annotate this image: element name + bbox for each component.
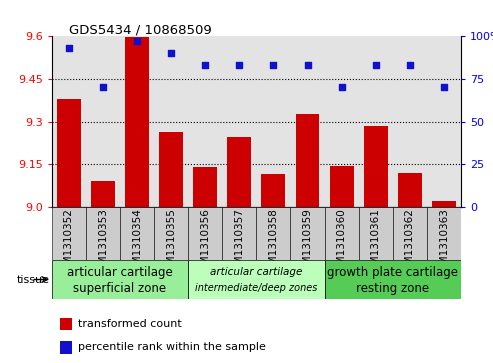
- Bar: [91, 182, 115, 207]
- Text: GSM1310357: GSM1310357: [234, 208, 245, 278]
- Bar: [120, 207, 154, 260]
- Bar: [427, 36, 461, 207]
- Bar: [86, 36, 120, 207]
- Bar: [86, 207, 120, 260]
- Bar: [222, 36, 256, 207]
- Bar: [188, 260, 324, 299]
- Bar: [227, 137, 251, 207]
- Point: [338, 85, 346, 90]
- Bar: [57, 99, 81, 207]
- Point: [372, 62, 380, 68]
- Bar: [159, 131, 183, 207]
- Point: [235, 62, 243, 68]
- Point: [99, 85, 107, 90]
- Bar: [393, 36, 427, 207]
- Text: GSM1310362: GSM1310362: [405, 208, 415, 278]
- Text: tissue: tissue: [17, 274, 50, 285]
- Bar: [188, 36, 222, 207]
- Point: [270, 62, 278, 68]
- Text: GSM1310360: GSM1310360: [337, 208, 347, 278]
- Bar: [256, 36, 290, 207]
- Text: GSM1310356: GSM1310356: [200, 208, 210, 278]
- Point: [406, 62, 414, 68]
- Bar: [188, 207, 222, 260]
- Text: resting zone: resting zone: [356, 282, 429, 295]
- Text: GSM1310354: GSM1310354: [132, 208, 142, 278]
- Point: [304, 62, 312, 68]
- Bar: [393, 207, 427, 260]
- Bar: [324, 207, 358, 260]
- Bar: [290, 36, 324, 207]
- Bar: [52, 207, 86, 260]
- Point: [133, 38, 141, 44]
- Text: superficial zone: superficial zone: [73, 282, 167, 295]
- Bar: [427, 207, 461, 260]
- Bar: [52, 260, 188, 299]
- Point: [201, 62, 209, 68]
- Bar: [358, 207, 393, 260]
- Bar: [154, 207, 188, 260]
- Text: GSM1310361: GSM1310361: [371, 208, 381, 278]
- Text: GSM1310363: GSM1310363: [439, 208, 449, 278]
- Text: GDS5434 / 10868509: GDS5434 / 10868509: [69, 24, 212, 37]
- Text: intermediate/deep zones: intermediate/deep zones: [195, 283, 317, 293]
- Bar: [324, 36, 358, 207]
- Bar: [222, 207, 256, 260]
- Bar: [296, 114, 319, 207]
- Bar: [358, 36, 393, 207]
- Bar: [324, 260, 461, 299]
- Point: [65, 45, 73, 51]
- Bar: [261, 174, 285, 207]
- Bar: [330, 166, 353, 207]
- Text: growth plate cartilage: growth plate cartilage: [327, 266, 458, 279]
- Bar: [290, 207, 324, 260]
- Text: GSM1310352: GSM1310352: [64, 208, 74, 278]
- Point: [440, 85, 448, 90]
- Text: percentile rank within the sample: percentile rank within the sample: [78, 342, 266, 352]
- Text: GSM1310355: GSM1310355: [166, 208, 176, 278]
- Text: articular cartilage: articular cartilage: [67, 266, 173, 279]
- Bar: [432, 201, 456, 207]
- Bar: [52, 36, 86, 207]
- Text: transformed count: transformed count: [78, 319, 182, 329]
- Bar: [60, 318, 72, 330]
- Text: GSM1310358: GSM1310358: [268, 208, 279, 278]
- Text: articular cartilage: articular cartilage: [210, 267, 303, 277]
- Bar: [398, 173, 422, 207]
- Bar: [256, 207, 290, 260]
- Bar: [120, 36, 154, 207]
- Text: GSM1310353: GSM1310353: [98, 208, 108, 278]
- Bar: [154, 36, 188, 207]
- Text: GSM1310359: GSM1310359: [303, 208, 313, 278]
- Bar: [364, 126, 387, 207]
- Bar: [125, 37, 149, 207]
- Point: [167, 50, 175, 56]
- Bar: [60, 341, 72, 354]
- Bar: [193, 167, 217, 207]
